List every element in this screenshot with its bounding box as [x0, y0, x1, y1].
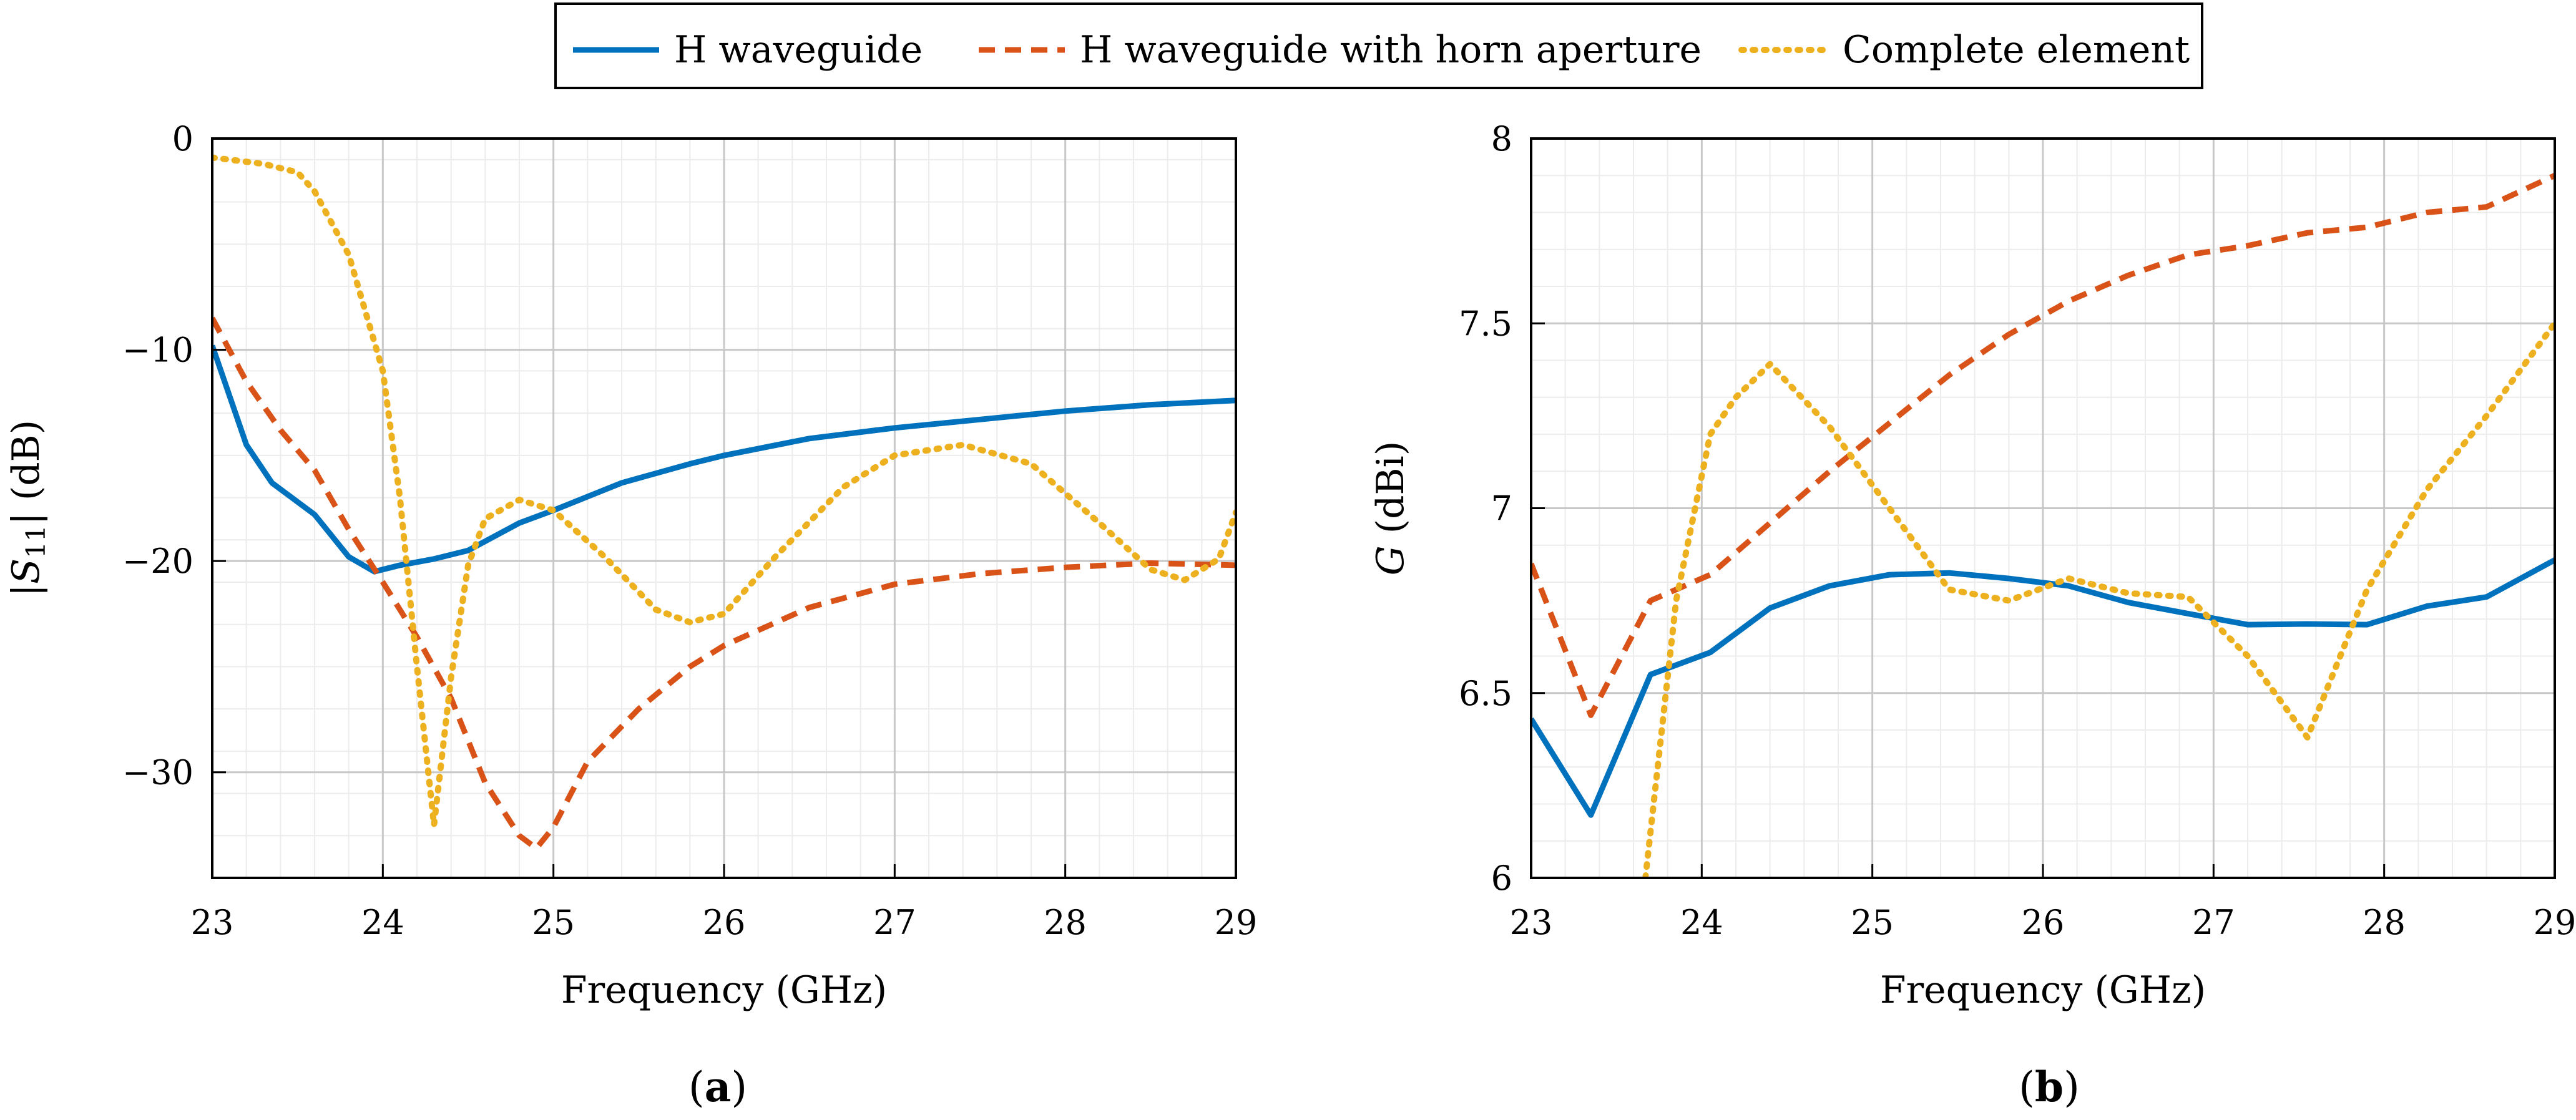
- gain-ylabel-suffix: (dBi): [1369, 441, 1413, 546]
- gain-x-tick-label: 27: [2192, 903, 2235, 942]
- s11-x-tick-label: 29: [1215, 903, 1258, 942]
- s11-x-tick-label: 27: [873, 903, 916, 942]
- panel-a-caption-open: (: [688, 1063, 705, 1111]
- gain-y-tick-label: 6.5: [1459, 674, 1512, 713]
- s11-series-complete-element: [212, 154, 1236, 829]
- s11-x-tick-label: 23: [191, 903, 234, 942]
- panel-a-caption: (a): [688, 1063, 747, 1111]
- s11-y-tick-label: −10: [122, 331, 193, 370]
- s11-x-tick-label: 25: [532, 903, 575, 942]
- panel-b-caption-close: ): [2064, 1063, 2080, 1111]
- gain-y-tick-label: 7.5: [1459, 304, 1512, 343]
- panel-b-caption-tag: b: [2035, 1063, 2064, 1111]
- gain-x-axis-label: Frequency (GHz): [1880, 968, 2206, 1012]
- legend-label-horn-aperture: H waveguide with horn aperture: [1080, 28, 1702, 72]
- s11-ylabel-prefix: |: [4, 584, 48, 597]
- gain-series-h-waveguide: [1531, 557, 2555, 818]
- legend-label-complete-element: Complete element: [1843, 28, 2190, 72]
- gain-y-tick-labels: 6 6.5 7 7.5 8: [1459, 119, 1512, 898]
- gain-y-tick-label: 6: [1491, 859, 1512, 898]
- gain-series: [1531, 173, 2555, 878]
- gain-x-tick-labels: 23 24 25 26 27 28 29: [1510, 903, 2576, 942]
- gain-y-tick-label: 7: [1491, 489, 1512, 528]
- legend-label-h-waveguide: H waveguide: [674, 28, 923, 72]
- gain-x-tick-label: 28: [2363, 903, 2406, 942]
- s11-chart: 23 24 25 26 27 28 29 0 −10 −20 −30 Frequency (GHz…: [4, 119, 1257, 1111]
- s11-tick-marks: [211, 137, 1237, 878]
- gain-x-tick-label: 29: [2534, 903, 2576, 942]
- legend: H waveguide H waveguide with horn apertu…: [554, 2, 2203, 89]
- legend-box: [554, 2, 2203, 89]
- gain-chart: 23 24 25 26 27 28 29 6 6.5 7 7.5 8 Frequency (GHz)…: [1369, 119, 2576, 1111]
- panel-a-caption-tag: a: [705, 1063, 732, 1111]
- s11-y-axis-label: |S11| (dB): [4, 420, 51, 597]
- gain-x-tick-label: 25: [1851, 903, 1894, 942]
- gain-y-tick-label: 8: [1491, 119, 1512, 158]
- s11-ylabel-sub: 11: [21, 525, 51, 558]
- gain-tick-marks: [1530, 137, 2556, 879]
- panel-b-caption-open: (: [2019, 1063, 2035, 1111]
- s11-x-tick-label: 26: [703, 903, 746, 942]
- s11-series-h-waveguide: [212, 344, 1236, 575]
- s11-x-axis-label: Frequency (GHz): [561, 968, 887, 1012]
- s11-series-h-waveguide-with-horn-aperture: [212, 316, 1236, 852]
- s11-x-tick-labels: 23 24 25 26 27 28 29: [191, 903, 1258, 942]
- s11-y-tick-label: −20: [122, 542, 193, 581]
- gain-x-tick-label: 24: [1680, 903, 1723, 942]
- gain-x-tick-label: 26: [2022, 903, 2065, 942]
- panel-a-caption-close: ): [731, 1063, 747, 1111]
- gain-x-tick-label: 23: [1510, 903, 1553, 942]
- s11-ylabel-var: S: [4, 558, 48, 584]
- s11-x-tick-label: 24: [361, 903, 404, 942]
- gain-y-axis-label: G (dBi): [1369, 441, 1413, 576]
- s11-series: [212, 154, 1236, 852]
- s11-ylabel-suffix: | (dB): [4, 420, 48, 525]
- panel-b-caption: (b): [2019, 1063, 2080, 1111]
- gain-series-complete-element: [1642, 320, 2555, 878]
- s11-y-tick-labels: 0 −10 −20 −30: [122, 119, 193, 792]
- s11-y-tick-label: −30: [122, 753, 193, 792]
- gain-ylabel-var: G: [1369, 545, 1413, 575]
- gain-series-h-waveguide-with-horn-aperture: [1531, 173, 2555, 718]
- s11-major-grid: [211, 137, 1237, 878]
- s11-y-tick-label: 0: [172, 119, 193, 158]
- s11-x-tick-label: 28: [1044, 903, 1087, 942]
